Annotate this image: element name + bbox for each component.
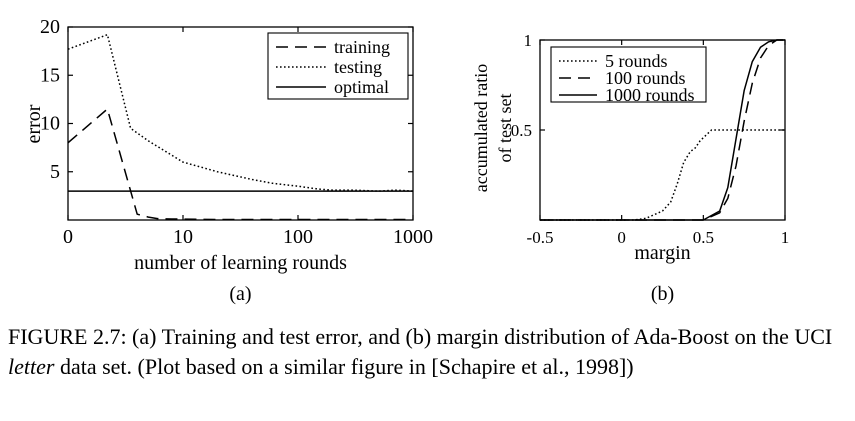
caption-italic-word: letter [8, 354, 55, 379]
series-line-100-rounds [540, 39, 785, 221]
x-axis-label: number of learning rounds [134, 252, 347, 274]
y-tick-label: 0.5 [511, 121, 532, 140]
y-tick-label: 1 [524, 31, 533, 50]
legend-label: 1000 rounds [605, 85, 695, 105]
series-line-training [68, 108, 413, 221]
legend-label: optimal [334, 77, 389, 97]
x-tick-label: 0 [617, 228, 626, 247]
legend-box [550, 46, 707, 103]
panel-label: (a) [229, 283, 251, 305]
figure-caption: FIGURE 2.7: (a) Training and test error,… [8, 322, 848, 382]
legend-label: training [334, 37, 390, 57]
caption-text-post: data set. (Plot based on a similar figur… [54, 354, 634, 379]
y-axis-label-line: of test set [495, 94, 515, 163]
y-axis-label-line: accumulated ratio [471, 64, 491, 192]
x-tick-label: 1000 [393, 226, 433, 248]
y-tick-label: 5 [50, 161, 60, 183]
x-tick-label: 1 [781, 228, 790, 247]
y-tick-label: 10 [40, 113, 60, 135]
panel-label: (b) [651, 283, 674, 305]
x-tick-label: 0 [63, 226, 73, 248]
series-line-testing [68, 33, 413, 192]
caption-text-pre: FIGURE 2.7: (a) Training and test error,… [8, 324, 833, 349]
y-tick-label: 20 [40, 16, 60, 38]
series-line-1000-rounds [540, 39, 785, 221]
x-tick-label: 0.5 [693, 228, 714, 247]
y-tick-label: 15 [40, 64, 60, 86]
x-tick-label: 10 [173, 226, 193, 248]
legend-label: 5 rounds [605, 51, 668, 71]
x-tick-label: 100 [283, 226, 313, 248]
legend-label: testing [334, 57, 382, 77]
legend-box [267, 32, 409, 100]
y-axis-label: error [23, 104, 45, 143]
legend-label: 100 rounds [605, 68, 686, 88]
x-tick-label: -0.5 [527, 228, 554, 247]
x-axis-label: margin [634, 242, 690, 264]
series-line-5-rounds [540, 129, 785, 221]
figure-charts: 0 10 100 10005101520trainingtestingoptimaln… [23, 16, 789, 305]
